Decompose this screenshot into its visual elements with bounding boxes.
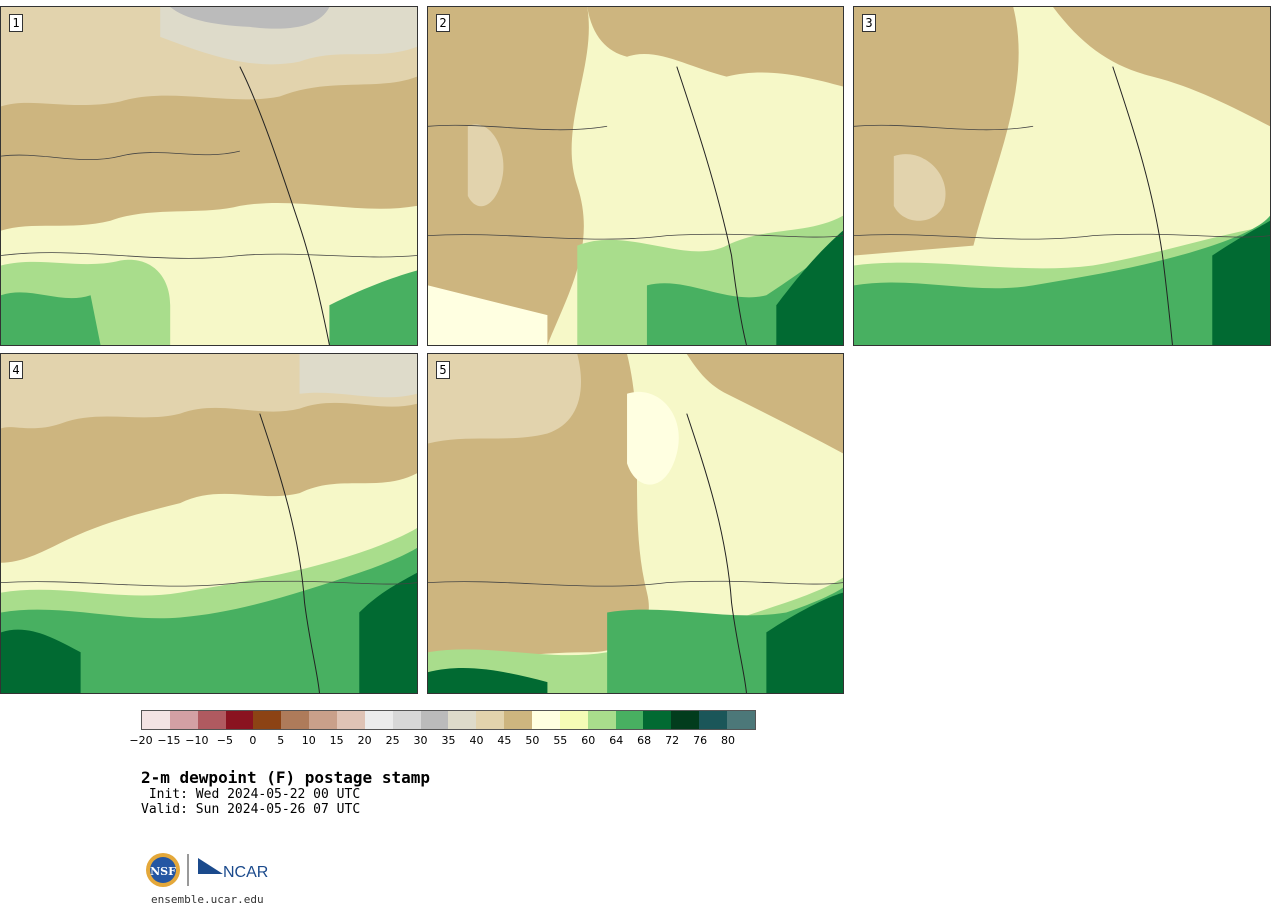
- colorbar-tick-label: 5: [277, 734, 285, 747]
- dewpoint-map: [1, 354, 417, 693]
- colorbar-swatch: [337, 711, 365, 729]
- valid-time: Valid: Sun 2024-05-26 07 UTC: [141, 802, 361, 817]
- colorbar-tick-label: 72: [665, 734, 680, 747]
- colorbar-swatch: [587, 711, 616, 729]
- dewpoint-map: [854, 7, 1270, 345]
- panel-number: 1: [9, 14, 23, 32]
- colorbar-swatch: [615, 711, 644, 729]
- map-panel-5: 5: [427, 353, 844, 694]
- colorbar-tick-label: 45: [497, 734, 512, 747]
- footer-url: ensemble.ucar.edu: [151, 893, 264, 906]
- colorbar-tick-labels: −20 −15 −10 −5 0 5 10 15 20 25 30 35 40 45 50 55 60 64 68 7…: [0, 734, 1280, 750]
- colorbar-swatch: [727, 711, 755, 729]
- colorbar-tick-label: 35: [441, 734, 456, 747]
- init-time: Init: Wed 2024-05-22 00 UTC: [141, 787, 361, 802]
- panel-number: 5: [436, 361, 450, 379]
- svg-text:NSF: NSF: [150, 865, 176, 878]
- colorbar-tick-label: 55: [553, 734, 568, 747]
- map-panel-2: 2: [427, 6, 844, 346]
- dewpoint-map: [428, 354, 843, 693]
- colorbar-tick-label: 0: [249, 734, 257, 747]
- map-panel-3: 3: [853, 6, 1271, 346]
- colorbar-swatch: [448, 711, 477, 729]
- colorbar-tick-label: −10: [185, 734, 209, 747]
- colorbar-tick-label: 76: [693, 734, 708, 747]
- colorbar-tick-label: 68: [637, 734, 652, 747]
- colorbar-swatch: [197, 711, 226, 729]
- map-panel-4: 4: [0, 353, 418, 694]
- ncar-wordmark: NCAR: [223, 864, 268, 881]
- colorbar-swatch: [643, 711, 672, 729]
- colorbar-swatch: [225, 711, 254, 729]
- colorbar-tick-label: 10: [301, 734, 316, 747]
- colorbar-swatch: [253, 711, 282, 729]
- colorbar-swatch: [671, 711, 700, 729]
- colorbar-swatch: [476, 711, 505, 729]
- panel-number: 2: [436, 14, 450, 32]
- colorbar-swatch: [504, 711, 533, 729]
- dewpoint-map: [1, 7, 417, 345]
- colorbar-tick-label: 50: [525, 734, 540, 747]
- colorbar-swatch: [532, 711, 560, 729]
- colorbar-swatch: [309, 711, 338, 729]
- logo: NSF NCAR: [145, 850, 275, 890]
- colorbar-swatch: [281, 711, 310, 729]
- colorbar-tick-label: 20: [357, 734, 372, 747]
- colorbar-tick-label: 60: [581, 734, 596, 747]
- colorbar-tick-label: 64: [609, 734, 624, 747]
- colorbar-tick-label: −5: [216, 734, 233, 747]
- map-panel-1: 1: [0, 6, 418, 346]
- nsf-seal-icon: NSF: [146, 853, 180, 887]
- colorbar-swatch: [699, 711, 728, 729]
- colorbar-tick-label: −20: [129, 734, 153, 747]
- colorbar-tick-label: 40: [469, 734, 484, 747]
- panel-number: 4: [9, 361, 23, 379]
- chart-title: 2-m dewpoint (F) postage stamp: [141, 768, 430, 787]
- dewpoint-map: [428, 7, 843, 345]
- colorbar-tick-label: 15: [329, 734, 344, 747]
- colorbar-swatch: [559, 711, 588, 729]
- colorbar-tick-label: 30: [413, 734, 428, 747]
- colorbar-swatch: [364, 711, 393, 729]
- colorbar-tick-label: −15: [157, 734, 181, 747]
- colorbar-tick-label: 25: [385, 734, 400, 747]
- nsf-ncar-logo: NSF NCAR: [146, 853, 268, 887]
- colorbar: [141, 710, 756, 730]
- colorbar-swatch: [142, 711, 170, 729]
- colorbar-swatch: [420, 711, 449, 729]
- panel-number: 3: [862, 14, 876, 32]
- colorbar-tick-label: 80: [721, 734, 736, 747]
- colorbar-swatch: [169, 711, 198, 729]
- colorbar-swatch: [392, 711, 421, 729]
